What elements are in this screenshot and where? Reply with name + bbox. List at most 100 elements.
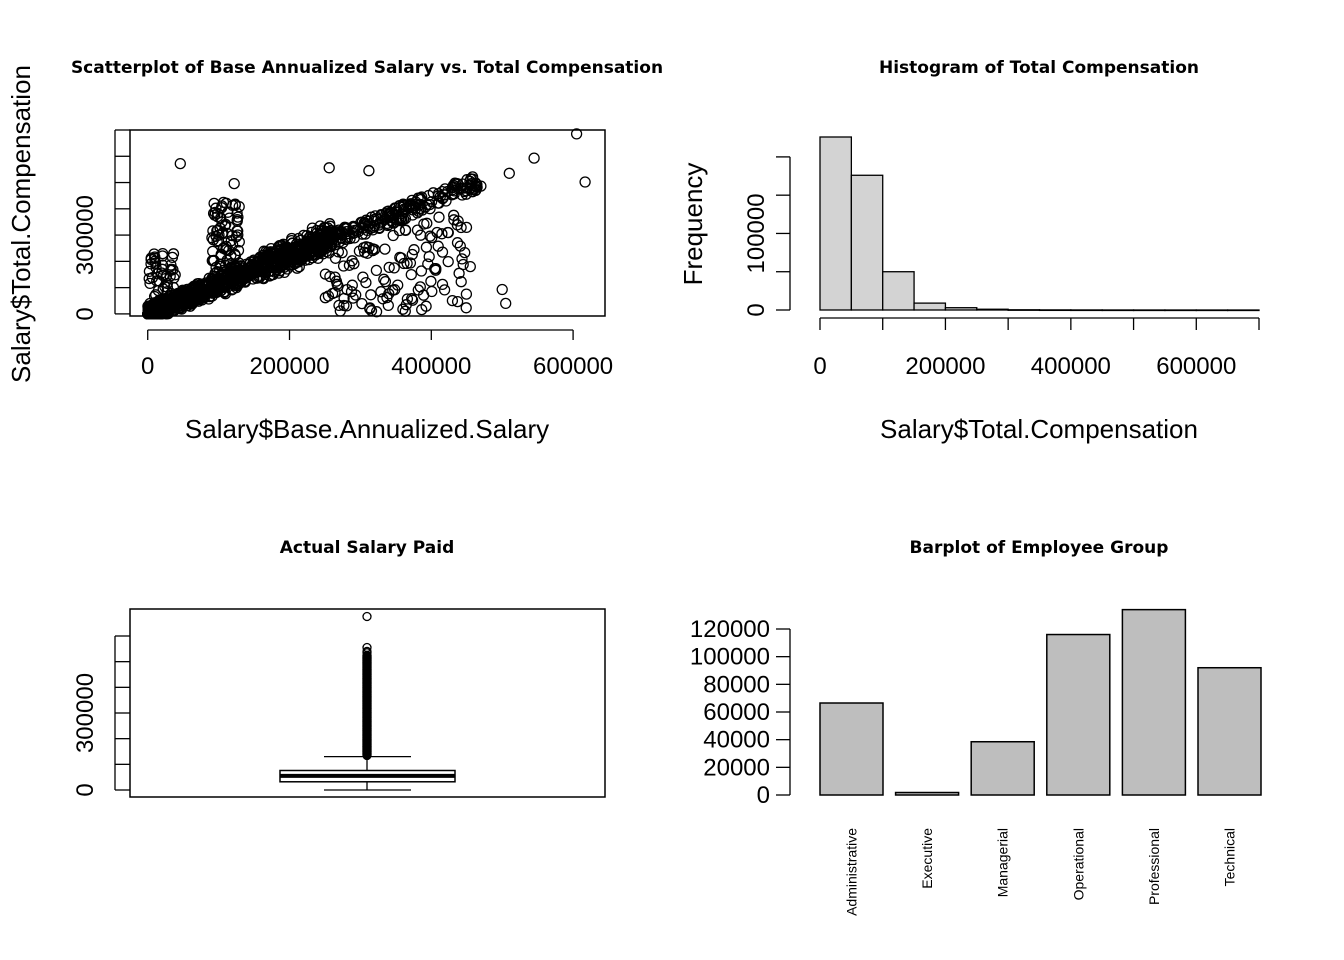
bar-label-executive: Executive xyxy=(919,828,935,889)
scatter-point xyxy=(295,245,307,257)
scatter-point xyxy=(210,202,222,214)
scatter-point xyxy=(166,289,178,301)
scatter-point xyxy=(332,246,345,258)
histogram-title: Histogram of Total Compensation xyxy=(879,58,1199,78)
bar-label-operational: Operational xyxy=(1070,828,1086,900)
scatter-point xyxy=(211,210,224,223)
scatter-point xyxy=(415,265,428,277)
scatter-point xyxy=(219,259,232,272)
scatter-point xyxy=(228,177,240,190)
scatter-point xyxy=(422,258,434,270)
scatter-point xyxy=(446,189,458,201)
scatter-point xyxy=(246,258,258,271)
scatter-point xyxy=(167,304,179,316)
histogram-x-label: Salary$Total.Compensation xyxy=(880,414,1198,444)
scatter-point xyxy=(383,261,395,274)
scatter-point xyxy=(269,256,282,269)
scatter-point xyxy=(460,302,472,314)
scatter-point xyxy=(373,222,385,235)
scatterplot-panel: Scatterplot of Base Annualized Salary vs… xyxy=(6,58,663,444)
scatter-point xyxy=(385,207,398,219)
scatter-point xyxy=(216,228,228,240)
histogram-bar xyxy=(913,302,947,311)
scatter-point xyxy=(156,250,169,262)
scatter-point xyxy=(401,257,413,270)
scatter-point xyxy=(151,275,163,287)
scatter-point xyxy=(414,281,426,293)
scatter-point xyxy=(399,212,412,225)
scatter-point xyxy=(149,251,161,263)
barplot-y-tick-label: 80000 xyxy=(703,671,770,698)
scatter-point xyxy=(155,267,168,279)
scatter-point xyxy=(159,306,172,318)
scatter-point xyxy=(379,275,392,288)
scatter-point xyxy=(216,200,228,212)
scatter-point xyxy=(426,285,438,298)
scatter-point xyxy=(338,299,350,312)
barplot-y-tick-label: 100000 xyxy=(690,644,770,671)
boxplot-plot-box xyxy=(129,608,606,798)
scatter-x-label: Salary$Base.Annualized.Salary xyxy=(185,414,549,444)
scatter-point xyxy=(174,157,186,170)
scatter-point xyxy=(338,292,350,305)
scatter-x-tick-label: 400000 xyxy=(391,353,471,380)
histogram-x-tick-label: 600000 xyxy=(1156,353,1236,380)
scatter-point xyxy=(460,188,472,200)
scatter-point xyxy=(214,222,226,234)
scatter-point xyxy=(258,245,270,257)
scatter-point xyxy=(413,198,426,211)
barplot-y-tick-label: 120000 xyxy=(690,616,770,643)
scatter-point xyxy=(241,270,253,282)
scatter-point xyxy=(156,259,169,271)
scatter-x-tick-label: 0 xyxy=(141,353,154,380)
scatter-point xyxy=(229,249,242,262)
scatter-point xyxy=(347,220,360,233)
boxplot-outlier xyxy=(362,642,372,653)
scatter-point xyxy=(151,268,163,280)
scatter-point xyxy=(415,229,427,241)
scatter-point xyxy=(370,264,383,277)
scatter-point xyxy=(451,237,464,249)
scatter-y-axis: 0 300000 xyxy=(72,129,130,321)
scatter-point xyxy=(303,247,315,259)
scatter-point xyxy=(150,289,162,301)
histogram-bar xyxy=(1164,309,1197,312)
scatter-point xyxy=(143,305,156,317)
scatter-point xyxy=(294,240,306,252)
scatter-point xyxy=(276,239,288,251)
scatter-point xyxy=(232,229,244,241)
scatter-point xyxy=(360,276,372,289)
scatter-point xyxy=(358,246,371,258)
histogram-bar xyxy=(1226,309,1260,312)
histogram-bar xyxy=(944,307,978,311)
scatter-point xyxy=(233,200,245,213)
histogram-x-tick-label: 0 xyxy=(813,353,826,380)
scatter-point xyxy=(379,243,391,255)
scatter-point xyxy=(317,243,329,255)
scatter-point xyxy=(388,262,400,274)
bar-executive xyxy=(894,791,960,796)
histogram-x-tick-label: 200000 xyxy=(905,353,985,380)
scatter-point xyxy=(408,244,420,256)
histogram-bar xyxy=(976,308,1009,311)
scatter-point xyxy=(456,253,468,265)
histogram-bar xyxy=(882,271,915,311)
scatter-point xyxy=(460,288,473,300)
boxplot-y-tick-label: 0 xyxy=(72,783,99,796)
histogram-y-axis: 0 100000 xyxy=(743,156,791,317)
scatter-point xyxy=(232,225,244,237)
bar-label-professional: Professional xyxy=(1146,828,1162,905)
bar-administrative xyxy=(819,702,884,796)
histogram-y-tick-label: 100000 xyxy=(743,193,770,273)
scatter-point xyxy=(365,289,377,301)
scatter-point xyxy=(387,229,399,242)
scatter-point xyxy=(570,128,583,140)
scatter-point xyxy=(406,248,418,261)
bar-operational xyxy=(1046,633,1111,796)
histogram-bar xyxy=(850,174,884,311)
scatter-point xyxy=(438,284,451,296)
barplot-panel: Barplot of Employee Group 02000040000600… xyxy=(690,538,1262,916)
scatter-point xyxy=(215,248,227,260)
scatter-point xyxy=(315,240,327,252)
